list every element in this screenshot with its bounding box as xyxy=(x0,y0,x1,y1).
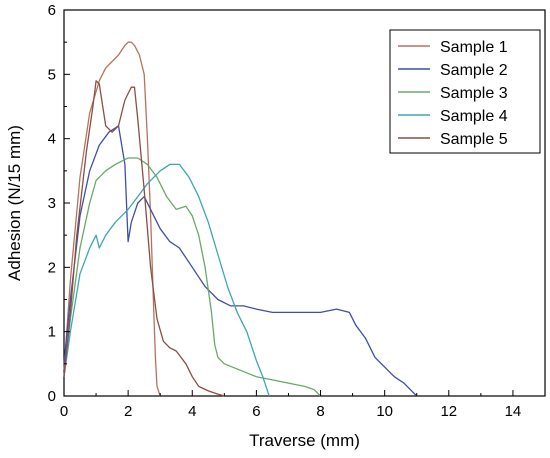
legend: Sample 1 Sample 2 Sample 3 Sample 4 Sample 5 xyxy=(389,29,541,154)
series-line-5 xyxy=(63,80,225,397)
legend-label: Sample 5 xyxy=(440,131,508,148)
y-tick-label: 6 xyxy=(48,2,56,19)
series-line-4 xyxy=(63,163,270,397)
x-tick-label: 4 xyxy=(188,403,196,420)
x-tick-label: 14 xyxy=(505,403,522,420)
y-tick-label: 5 xyxy=(48,66,56,83)
legend-label: Sample 2 xyxy=(440,62,508,79)
y-tick-label: 3 xyxy=(48,195,56,212)
x-tick-label: 6 xyxy=(252,403,260,420)
legend-label: Sample 1 xyxy=(440,39,508,56)
x-tick-label: 2 xyxy=(124,403,132,420)
series-line-1 xyxy=(63,41,161,397)
y-tick-label: 4 xyxy=(48,131,56,148)
y-tick-label: 0 xyxy=(48,388,56,405)
series-layer xyxy=(63,41,418,397)
legend-label: Sample 3 xyxy=(440,85,508,102)
x-axis-title: Traverse (mm) xyxy=(249,431,360,450)
series-line-3 xyxy=(63,157,321,397)
legend-label: Sample 4 xyxy=(440,108,508,125)
y-axis-title: Adhesion (N/15 mm) xyxy=(5,125,24,281)
y-tick-label: 1 xyxy=(48,324,56,341)
x-tick-label: 12 xyxy=(440,403,457,420)
x-tick-label: 10 xyxy=(376,403,393,420)
x-tick-label: 8 xyxy=(316,403,324,420)
series-line-2 xyxy=(63,125,418,397)
x-tick-label: 0 xyxy=(60,403,68,420)
y-tick-label: 2 xyxy=(48,259,56,276)
